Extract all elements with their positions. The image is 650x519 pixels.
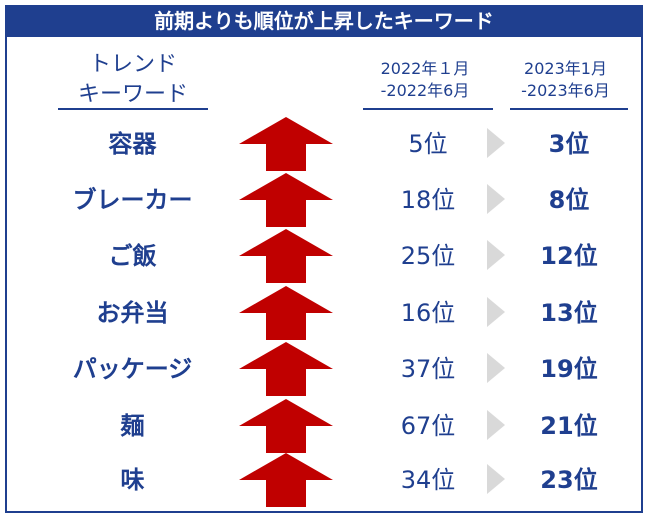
previous-rank-cell: 18位: [400, 186, 456, 214]
current-rank-cell: 23位: [540, 466, 598, 494]
up-arrow-icon: [239, 173, 333, 227]
keyword-cell: 容器: [108, 130, 157, 158]
current-rank-cell: 3位: [548, 130, 590, 158]
column-header-keyword: トレンド キーワード: [58, 50, 208, 110]
up-arrow-icon: [239, 342, 333, 396]
chevron-right-icon: [487, 353, 505, 383]
keyword-cell: パッケージ: [72, 355, 193, 383]
up-arrow-icon: [239, 229, 333, 283]
header-underline-2023: [510, 108, 628, 110]
column-header-period-2023: 2023年1月 -2023年6月: [503, 58, 628, 102]
column-header-period-2023-line1: 2023年1月: [524, 59, 607, 78]
chevron-right-icon: [487, 240, 505, 270]
up-arrow-icon: [239, 399, 333, 453]
previous-rank-cell: 37位: [400, 355, 456, 383]
column-header-period-2022: 2022年１月 -2022年6月: [360, 58, 490, 102]
chevron-right-icon: [487, 410, 505, 440]
current-rank-cell: 21位: [540, 412, 598, 440]
chevron-right-icon: [487, 128, 505, 158]
chevron-right-icon: [487, 184, 505, 214]
up-arrow-icon: [239, 286, 333, 340]
keyword-cell: お弁当: [96, 299, 169, 327]
table-frame: [5, 5, 643, 513]
table-row: お弁当 16位 13位: [0, 285, 650, 341]
keyword-cell: 麺: [120, 412, 145, 440]
column-header-period-2022-line1: 2022年１月: [380, 59, 470, 78]
previous-rank-cell: 34位: [400, 466, 456, 494]
chevron-right-icon: [487, 297, 505, 327]
previous-rank-cell: 25位: [400, 242, 456, 270]
previous-rank-cell: 67位: [400, 412, 456, 440]
keyword-cell: ご飯: [108, 242, 157, 270]
current-rank-cell: 8位: [548, 186, 590, 214]
header-underline-2022: [363, 108, 493, 110]
table-row: 麺 67位 21位: [0, 398, 650, 454]
column-header-period-2022-line2: -2022年6月: [380, 81, 470, 100]
chevron-right-icon: [487, 464, 505, 494]
table-row: パッケージ 37位 19位: [0, 341, 650, 397]
table-row: ブレーカー 18位 8位: [0, 172, 650, 228]
current-rank-cell: 12位: [540, 242, 598, 270]
keyword-cell: 味: [120, 466, 145, 494]
header-underline-keyword: [58, 108, 208, 110]
table-row: ご飯 25位 12位: [0, 228, 650, 284]
column-header-period-2023-line2: -2023年6月: [521, 81, 610, 100]
current-rank-cell: 13位: [540, 299, 598, 327]
keyword-cell: ブレーカー: [72, 186, 193, 214]
current-rank-cell: 19位: [540, 355, 598, 383]
table-row: 容器 5位 3位: [0, 116, 650, 172]
column-header-keyword-line2: キーワード: [77, 82, 188, 107]
page-title: 前期よりも順位が上昇したキーワード: [5, 5, 643, 37]
up-arrow-icon: [239, 453, 333, 507]
previous-rank-cell: 5位: [408, 130, 448, 158]
up-arrow-icon: [239, 117, 333, 171]
table-row: 味 34位 23位: [0, 452, 650, 508]
column-header-keyword-line1: トレンド: [88, 52, 177, 77]
previous-rank-cell: 16位: [400, 299, 456, 327]
